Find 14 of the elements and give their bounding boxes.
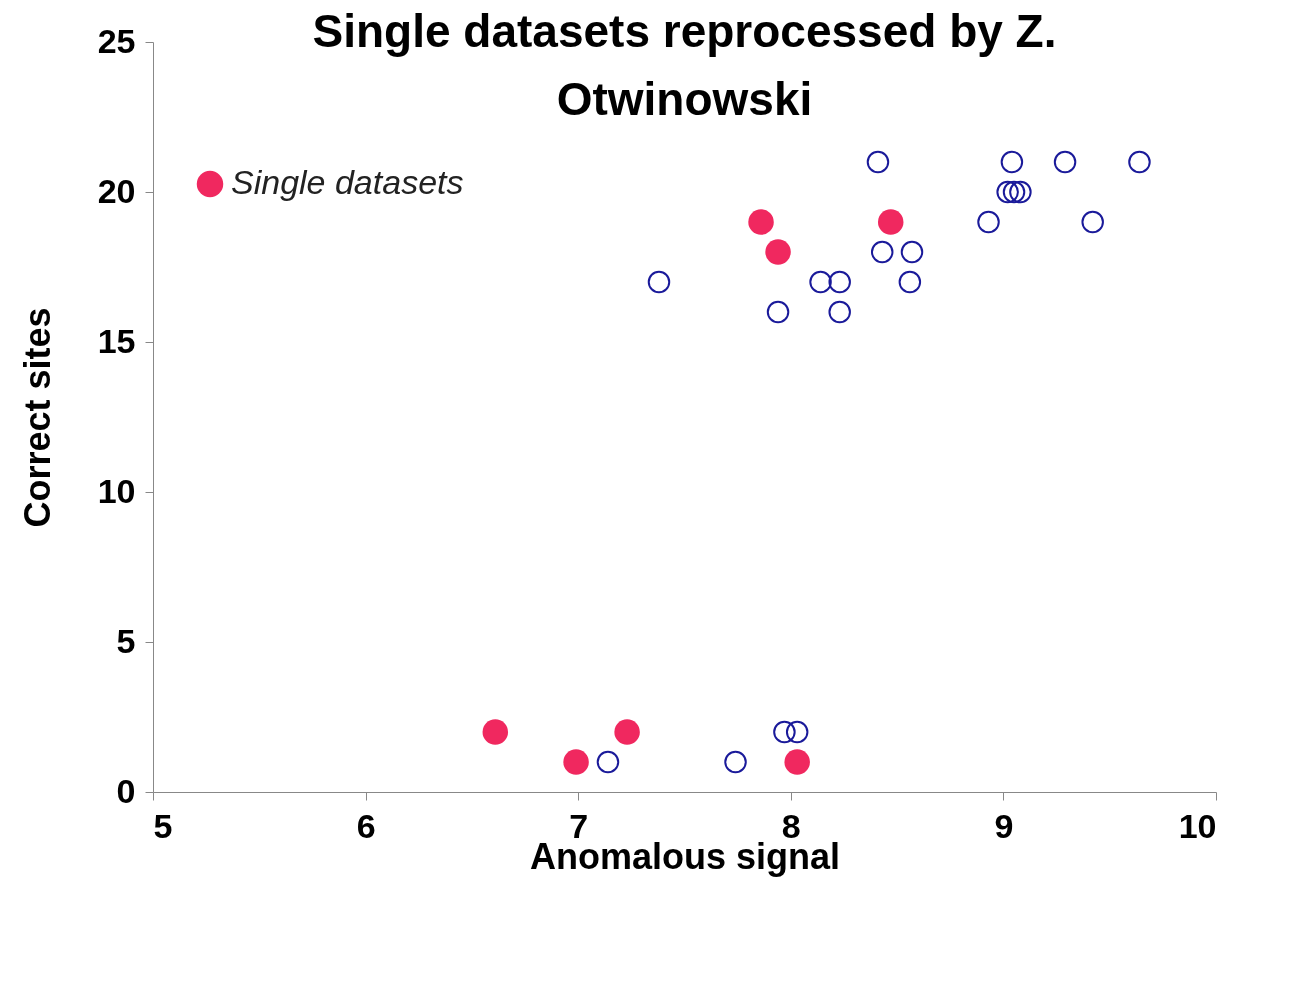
x-tick-label: 5 bbox=[153, 806, 173, 845]
y-tick-label: 25 bbox=[97, 21, 136, 60]
x-tick-label: 10 bbox=[1178, 806, 1217, 845]
x-tick-label: 9 bbox=[994, 806, 1014, 845]
y-tick-label: 0 bbox=[116, 771, 136, 810]
y-axis-title: Correct sites bbox=[16, 307, 58, 528]
y-tick-label: 10 bbox=[97, 471, 136, 510]
y-tick-label: 5 bbox=[116, 621, 136, 660]
chart-title: Single datasets reprocessed by Z. Otwinowski bbox=[312, 5, 1057, 125]
legend-label: Single datasets bbox=[231, 163, 464, 201]
x-tick-label: 8 bbox=[781, 806, 801, 845]
x-tick-label: 6 bbox=[356, 806, 376, 845]
y-tick-label: 20 bbox=[97, 171, 136, 210]
y-tick-label: 15 bbox=[97, 321, 136, 360]
